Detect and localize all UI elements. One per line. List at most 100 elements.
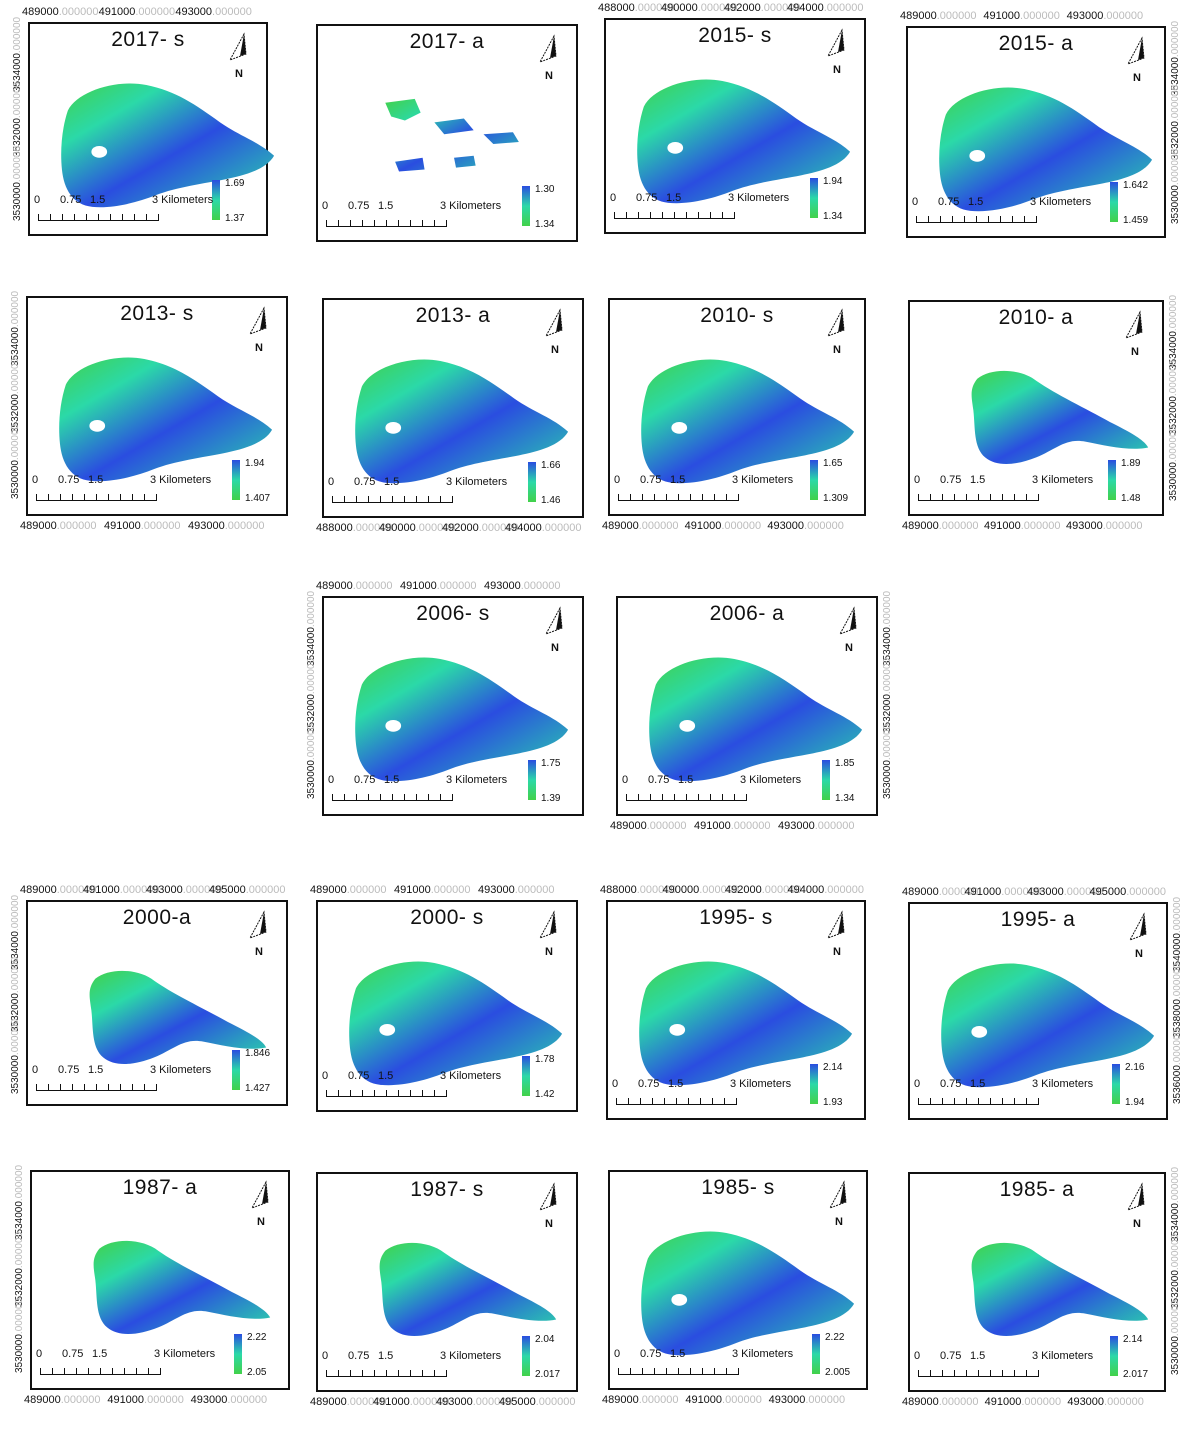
- map-panel-p2015s: 2015- s N 1.94 1.34 0 0.75 1.5 3 Kilometers: [604, 18, 866, 234]
- y-tick-label: 3530000.000000: [12, 146, 23, 222]
- x-tick-label: 489000.000000: [316, 580, 393, 592]
- x-tick-label: 491000.000000: [107, 1394, 184, 1406]
- north-arrow-icon: N: [222, 32, 256, 80]
- legend-high-value: 1.94: [245, 458, 265, 469]
- north-arrow-icon: N: [532, 910, 566, 958]
- legend: 1.78 1.42: [522, 1054, 568, 1100]
- legend-high-value: 1.75: [541, 758, 561, 769]
- scale-bar: 0 0.75 1.5 3 Kilometers: [614, 474, 824, 504]
- x-tick-label: 489000.000000: [310, 884, 387, 896]
- legend-color-ramp: [1110, 182, 1118, 222]
- x-tick-label: 491000.000000: [964, 886, 1041, 898]
- legend-low-value: 1.309: [823, 493, 849, 504]
- scale-bar: 0 0.75 1.5 3 Kilometers: [914, 1078, 1124, 1108]
- x-tick-label: 490000.000000: [661, 2, 738, 14]
- island-gap: [385, 719, 402, 732]
- lake-shape: [355, 359, 569, 484]
- scale-tick-label: 1.5: [90, 194, 106, 206]
- scale-tick-label: 1.5: [378, 1070, 394, 1082]
- x-tick-label: 489000.000000: [20, 520, 97, 532]
- legend-high-value: 2.14: [823, 1062, 843, 1073]
- lake-raster: [355, 359, 569, 484]
- scale-tick-label: 0: [322, 1070, 329, 1082]
- scale-tick-label: 3 Kilometers: [446, 476, 508, 488]
- map-panel-p2000a: 2000-a N 1.846 1.427 0 0.75 1.5 3 Kilometers: [26, 900, 288, 1106]
- lake-shape: [649, 657, 863, 782]
- scale-tick-label: 0: [328, 774, 335, 786]
- x-tick-label: 489000.000000: [602, 520, 679, 532]
- legend: 1.30 1.34: [522, 184, 568, 230]
- x-tick-label: 491000.000000: [983, 10, 1060, 22]
- panel-title: 2017- s: [111, 28, 185, 51]
- scale-tick-label: 3 Kilometers: [446, 774, 508, 786]
- legend-color-ramp: [522, 186, 530, 226]
- lake-raster: [93, 1240, 271, 1334]
- x-tick-label: 489000.000000: [24, 1394, 101, 1406]
- map-frame: [26, 900, 288, 1106]
- north-arrow-icon: N: [532, 34, 566, 82]
- lake-raster: [971, 1242, 1149, 1336]
- panel-title: 2000-a: [122, 906, 192, 929]
- legend-low-value: 1.37: [225, 213, 245, 224]
- scale-tick-label: 3 Kilometers: [150, 474, 212, 486]
- map-panel-p1987s: 1987- s N 2.04 2.017 0 0.75 1.5 3 Kilometers: [316, 1172, 578, 1392]
- island-gap: [667, 141, 684, 154]
- legend-color-ramp: [810, 460, 818, 500]
- legend-color-ramp: [522, 1056, 530, 1096]
- scale-tick-label: 1.5: [92, 1348, 108, 1360]
- y-tick-label: 3532000.000000: [306, 657, 317, 733]
- legend-high-value: 1.65: [823, 458, 843, 469]
- scale-tick-label: 0: [914, 1350, 921, 1362]
- legend-low-value: 1.42: [535, 1089, 555, 1100]
- scale-tick-label: 1.5: [970, 1078, 986, 1090]
- scale-tick-label: 0: [614, 474, 621, 486]
- legend-low-value: 1.48: [1121, 493, 1141, 504]
- x-tick-label: 491000.000000: [400, 580, 477, 592]
- lake-shape: [89, 970, 267, 1064]
- legend-high-value: 2.04: [535, 1334, 555, 1345]
- scale-tick-label: 3 Kilometers: [1032, 1078, 1094, 1090]
- panel-title: 1987- a: [122, 1176, 198, 1199]
- x-tick-label: 489000.000000: [610, 820, 687, 832]
- y-axis-labels: 3534000.000000 3532000.000000 3530000.0000…: [1168, 295, 1182, 516]
- x-tick-label: 494000.000000: [505, 522, 582, 534]
- legend: 2.14 1.93: [810, 1062, 856, 1108]
- x-tick-label: 489000.000000: [902, 1396, 979, 1408]
- x-tick-label: 491000.000000: [373, 1396, 450, 1408]
- y-tick-label: 3530000.000000: [10, 424, 21, 500]
- scale-tick-label: 0.75: [638, 1078, 660, 1090]
- x-tick-label: 493000.000000: [188, 520, 265, 532]
- y-tick-label: 3530000.000000: [14, 1298, 25, 1374]
- north-arrow-icon: N: [820, 28, 854, 76]
- lake-shape: [349, 961, 563, 1086]
- legend-color-ramp: [232, 1050, 240, 1090]
- scale-tick-label: 0.75: [938, 196, 960, 208]
- x-tick-label: 489000.000000: [900, 10, 977, 22]
- scale-tick-label: 0: [614, 1348, 621, 1360]
- island-gap: [385, 421, 402, 434]
- scale-tick-label: 1.5: [88, 474, 104, 486]
- scale-ruler: [918, 1096, 1039, 1105]
- x-tick-label: 495000.000000: [209, 884, 286, 896]
- lake-raster: [641, 1231, 855, 1356]
- lake-shape: [93, 1240, 271, 1334]
- island-gap: [971, 1025, 988, 1038]
- x-tick-label: 489000.000000: [602, 1394, 679, 1406]
- lake-raster: [641, 359, 855, 484]
- island-gap: [669, 1023, 686, 1036]
- scale-tick-label: 0: [322, 200, 329, 212]
- lake-raster: [639, 961, 853, 1086]
- scale-tick-label: 1.5: [970, 1350, 986, 1362]
- scale-tick-label: 0.75: [636, 192, 658, 204]
- legend-low-value: 1.34: [823, 211, 843, 222]
- lake-shape: [385, 98, 519, 172]
- lake-raster: [637, 79, 851, 204]
- x-tick-label: 490000.000000: [379, 522, 456, 534]
- scale-ruler: [40, 1366, 161, 1375]
- lake-shape: [641, 359, 855, 484]
- scale-ruler: [326, 218, 447, 227]
- map-panel-p2000s: 2000- s N 1.78 1.42 0 0.75 1.5 3 Kilometers: [316, 900, 578, 1112]
- scale-tick-label: 0.75: [354, 774, 376, 786]
- legend-high-value: 1.94: [823, 176, 843, 187]
- legend-high-value: 2.22: [825, 1332, 845, 1343]
